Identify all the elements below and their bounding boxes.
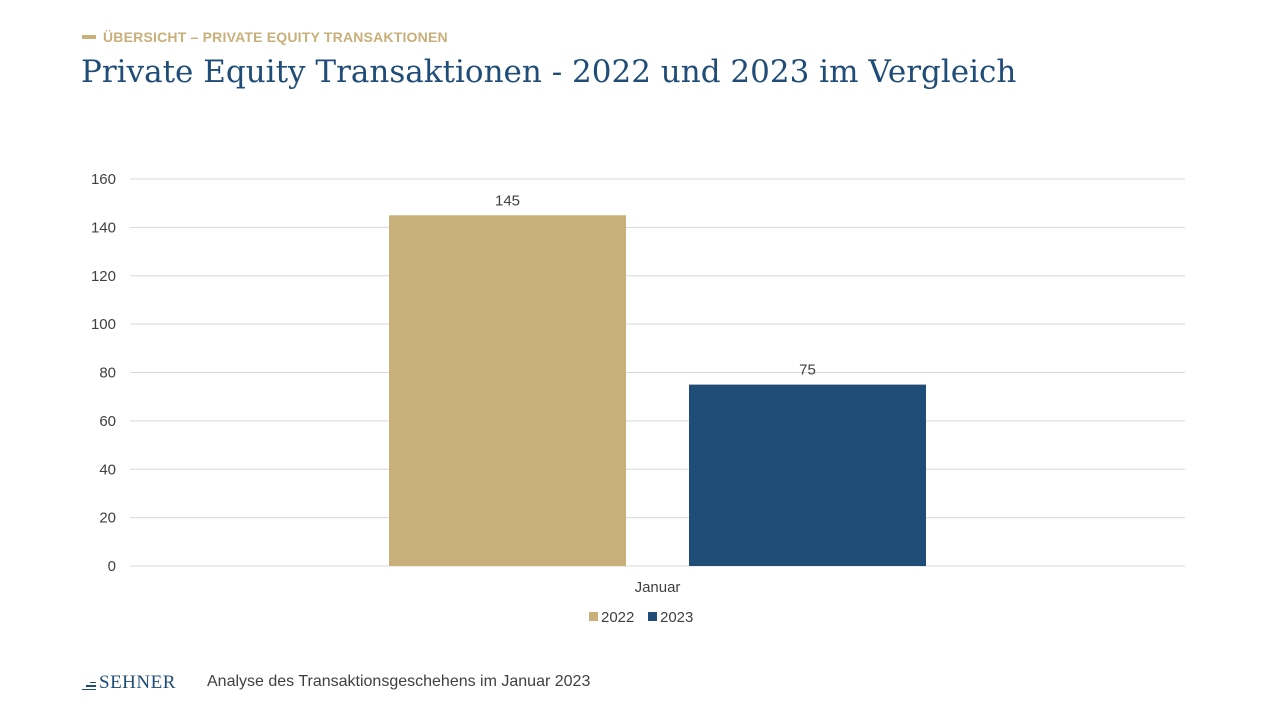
x-tick-label: Januar — [635, 579, 681, 596]
logo-lines-icon — [82, 681, 96, 691]
y-tick-label: 100 — [91, 316, 116, 333]
legend-swatch — [589, 612, 598, 621]
sehner-logo: SEHNER — [82, 672, 176, 694]
bar-2022 — [389, 215, 626, 566]
y-tick-label: 80 — [99, 365, 116, 382]
section-kicker: ÜBERSICHT – PRIVATE EQUITY TRANSAKTIONEN — [82, 29, 448, 45]
kicker-text: ÜBERSICHT – PRIVATE EQUITY TRANSAKTIONEN — [103, 29, 448, 45]
bars-layer — [389, 215, 926, 566]
legend-label: 2022 — [601, 609, 634, 626]
y-tick-label: 140 — [91, 219, 116, 236]
data-label: 75 — [799, 362, 816, 379]
legend: 2022 2023 — [589, 609, 693, 626]
y-tick-label: 120 — [91, 268, 116, 285]
page-title: Private Equity Transaktionen - 2022 und … — [81, 54, 1017, 90]
legend-label: 2023 — [660, 609, 693, 626]
y-tick-label: 160 — [91, 171, 116, 188]
axis-layer: 0 20 40 60 80 100 120 140 160 Januar — [91, 171, 680, 596]
labels-layer: 145 75 — [495, 192, 816, 378]
y-tick-label: 60 — [99, 413, 116, 430]
legend-swatch — [648, 612, 657, 621]
footer-caption: Analyse des Transaktionsgeschehens im Ja… — [207, 673, 591, 690]
kicker-bar-icon — [82, 35, 96, 39]
data-label: 145 — [495, 192, 520, 209]
grid-layer — [130, 178, 1185, 567]
y-tick-label: 0 — [108, 558, 116, 575]
bar-2023 — [689, 384, 926, 566]
y-tick-label: 20 — [99, 510, 116, 527]
logo-text: SEHNER — [99, 672, 176, 693]
y-tick-label: 40 — [99, 461, 116, 478]
